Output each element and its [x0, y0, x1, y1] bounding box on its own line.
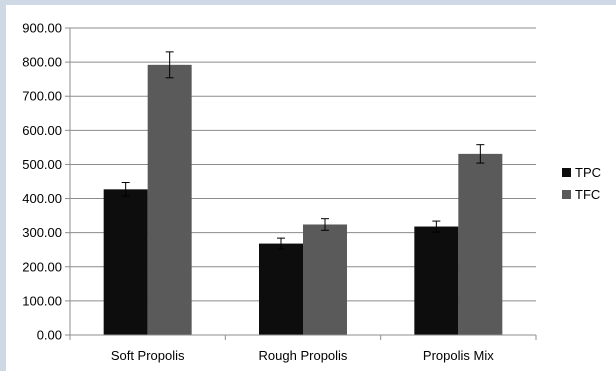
- y-tick-label: 700.00: [22, 89, 62, 104]
- y-tick-label: 300.00: [22, 225, 62, 240]
- bar-tfc: [147, 64, 192, 335]
- chart-svg: 0.00 100.00 200.00 300.00 400.00 500.00 600.00…: [22, 21, 601, 364]
- y-tick-label: 0.00: [37, 328, 62, 343]
- error-bar: [476, 144, 485, 164]
- error-bar: [165, 51, 174, 79]
- error-bar: [432, 220, 441, 233]
- x-tick-label: Rough Propolis: [259, 348, 348, 363]
- y-tick-label: 200.00: [22, 259, 62, 274]
- y-axis-ticks: 0.00 100.00 200.00 300.00 400.00 500.00 600.00…: [22, 21, 70, 343]
- legend-swatch-tfc: [562, 190, 571, 199]
- y-tick-label: 800.00: [22, 55, 62, 70]
- bar-tpc: [414, 226, 459, 335]
- chart-area: 0.00 100.00 200.00 300.00 400.00 500.00 600.00…: [6, 5, 616, 371]
- error-bar: [321, 218, 329, 231]
- bar-tfc: [458, 153, 503, 335]
- bar-tpc: [259, 243, 303, 335]
- error-bar: [121, 182, 130, 197]
- y-tick-label: 100.00: [22, 293, 62, 308]
- bars: [103, 64, 503, 335]
- y-tick-label: 600.00: [22, 123, 62, 138]
- legend-swatch-tpc: [562, 168, 571, 177]
- y-tick-label: 400.00: [22, 191, 62, 206]
- bar-tfc: [303, 224, 347, 335]
- x-tick-label: Soft Propolis: [111, 348, 185, 363]
- x-tick-label: Propolis Mix: [423, 348, 494, 363]
- y-tick-label: 500.00: [22, 157, 62, 172]
- y-tick-label: 900.00: [22, 21, 62, 36]
- legend: TPC TFC: [562, 165, 601, 202]
- axes: [69, 28, 536, 336]
- error-bar: [277, 237, 285, 250]
- x-axis-ticks: Soft Propolis Rough Propolis Propolis Mix: [69, 335, 537, 363]
- legend-label-tpc: TPC: [575, 165, 601, 180]
- error-bars: [121, 51, 485, 250]
- bar-tpc: [103, 189, 148, 335]
- legend-label-tfc: TFC: [575, 187, 600, 202]
